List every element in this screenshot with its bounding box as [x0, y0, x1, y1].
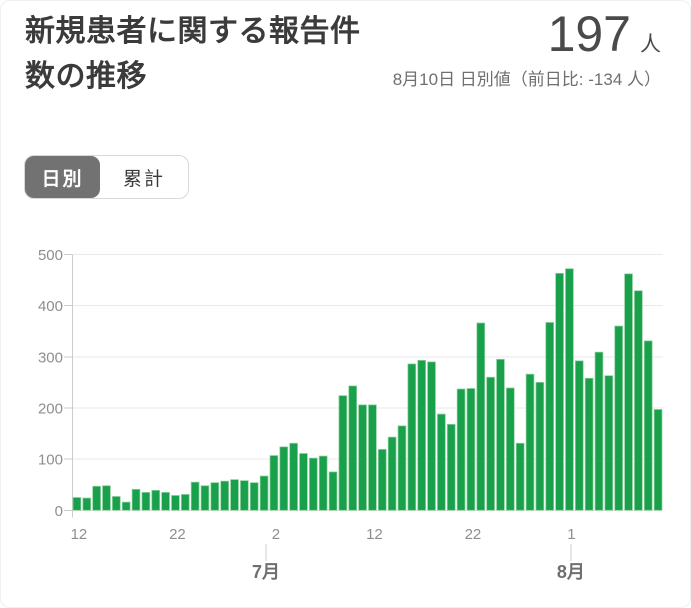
bar[interactable] [584, 377, 594, 511]
page-title: 新規患者に関する報告件数の推移 [25, 15, 361, 93]
bar[interactable] [190, 481, 200, 511]
bar[interactable] [72, 497, 82, 511]
bar[interactable] [240, 480, 249, 511]
bar[interactable] [210, 482, 220, 511]
bar[interactable] [604, 375, 614, 511]
month-label: 8月 [557, 562, 585, 582]
bar[interactable] [151, 489, 161, 511]
current-value-block: 197 人 8月10日 日別値（前日比: -134 人） [393, 5, 661, 90]
x-tick-label: 22 [169, 526, 186, 543]
bar[interactable] [82, 497, 92, 511]
bar[interactable] [180, 494, 190, 511]
toggle-cumulative-button[interactable]: 累計 [100, 156, 188, 198]
bar[interactable] [141, 492, 151, 511]
bar[interactable] [653, 409, 663, 511]
bar[interactable] [171, 495, 180, 511]
x-tick-label: 2 [272, 526, 280, 543]
bar[interactable] [309, 457, 318, 511]
bar[interactable] [131, 488, 141, 511]
current-value-unit: 人 [640, 33, 661, 56]
x-tick-label: 1 [567, 526, 575, 543]
bar[interactable] [397, 425, 407, 511]
y-tick-label: 0 [55, 503, 63, 520]
bar[interactable] [555, 272, 564, 511]
bar[interactable] [506, 387, 515, 511]
bar[interactable] [220, 480, 229, 511]
bar[interactable] [200, 485, 210, 511]
bar[interactable] [377, 449, 387, 511]
y-tick-label: 300 [38, 349, 63, 366]
bar[interactable] [102, 485, 111, 511]
y-tick-label: 200 [38, 400, 63, 417]
bar[interactable] [643, 340, 653, 511]
bar[interactable] [574, 360, 584, 511]
month-label: 7月 [252, 562, 280, 582]
bar[interactable] [446, 423, 456, 511]
bar[interactable] [594, 351, 604, 511]
bar[interactable] [624, 273, 633, 511]
bar[interactable] [249, 482, 259, 511]
bar[interactable] [387, 436, 397, 511]
bar[interactable] [112, 496, 121, 511]
bar[interactable] [486, 376, 495, 511]
bar[interactable] [545, 322, 555, 511]
bar[interactable] [259, 475, 269, 511]
view-toggle: 日別 累計 [24, 155, 189, 199]
current-value: 197 [547, 6, 631, 62]
bar[interactable] [299, 453, 308, 511]
bar[interactable] [338, 395, 348, 511]
bar[interactable] [525, 373, 535, 511]
bar[interactable] [614, 325, 623, 511]
toggle-daily-button[interactable]: 日別 [25, 156, 100, 198]
bar[interactable] [289, 442, 298, 511]
x-tick-label: 12 [71, 526, 88, 543]
y-tick-label: 400 [38, 298, 63, 315]
bar[interactable] [417, 359, 426, 511]
y-tick-label: 100 [38, 452, 63, 469]
y-tick-label: 500 [38, 247, 63, 264]
bar[interactable] [328, 471, 338, 511]
bar[interactable] [466, 388, 476, 511]
chart-area: 0 100 200 300 400 500 12 22 2 12 22 1 7月 8月 [1, 241, 690, 607]
bar[interactable] [565, 268, 574, 511]
bar[interactable] [476, 322, 486, 511]
bar[interactable] [121, 501, 131, 511]
bar[interactable] [348, 385, 358, 511]
bar[interactable] [279, 446, 289, 511]
bar[interactable] [318, 455, 328, 511]
bar[interactable] [358, 404, 367, 511]
bar[interactable] [515, 442, 525, 511]
bar[interactable] [230, 479, 239, 511]
bar[interactable] [634, 290, 643, 511]
value-subtitle: 8月10日 日別値（前日比: -134 人） [392, 70, 661, 89]
x-tick-label: 12 [366, 526, 383, 543]
bar[interactable] [496, 358, 505, 511]
bar[interactable] [535, 381, 545, 511]
bar[interactable] [92, 485, 101, 511]
bar[interactable] [437, 413, 446, 511]
bar[interactable] [407, 363, 417, 511]
bar[interactable] [456, 388, 466, 511]
bar[interactable] [161, 492, 170, 511]
bar[interactable] [269, 455, 279, 511]
bar[interactable] [368, 404, 377, 511]
x-tick-label: 22 [465, 526, 482, 543]
bar[interactable] [427, 361, 436, 511]
